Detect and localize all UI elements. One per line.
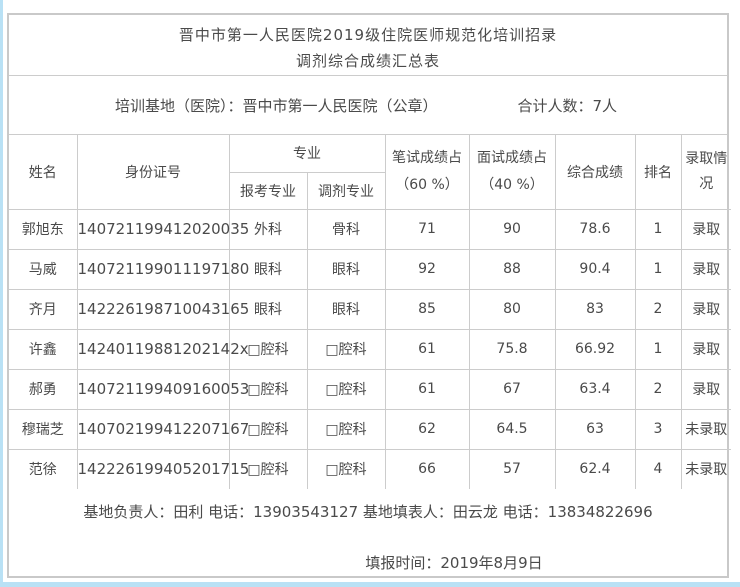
cell-rank: 4 (634, 448, 682, 490)
cell-rank: 1 (634, 208, 682, 250)
cell-id-number: 140721199412020035 (76, 208, 249, 250)
cell-comprehensive-score: 83 (554, 288, 636, 330)
table-row: 郭旭东 140721199412020035 外科 骨科 71 90 78.6 1 录取 (8, 208, 732, 250)
cell-adjusted-major: □腔科 (306, 408, 386, 450)
cell-admission-status: 未录取 (680, 408, 732, 450)
col-header-interview-score-line2: （40 %） (480, 176, 544, 193)
cell-rank: 1 (634, 248, 682, 290)
table-body: 郭旭东 140721199412020035 外科 骨科 71 90 78.6 1 录取 马威 14… (8, 208, 732, 490)
col-header-interview-score-line1: 面试成绩占 (477, 149, 547, 166)
cell-id-number: 142226198710043165 (76, 288, 249, 330)
cell-written-score: 71 (384, 208, 470, 250)
cell-id-number: 140721199409160053 (76, 368, 249, 410)
col-header-id-number: 身份证号 (76, 134, 230, 210)
footer-contacts: 基地负责人：田利 电话：13903543127 基地填表人：田云龙 电话：138… (83, 503, 653, 521)
cell-applied-major: □腔科 (228, 328, 308, 370)
score-table: 姓名 身份证号 专业 笔试成绩占 （60 %） 面试成绩占 （40 %） 综合成… (8, 134, 732, 490)
cell-admission-status: 录取 (680, 208, 732, 250)
cell-adjusted-major: 眼科 (306, 248, 386, 290)
left-blue-edge (0, 0, 3, 587)
cell-comprehensive-score: 78.6 (554, 208, 636, 250)
footer-report-date: 填报时间：2019年8月9日 (365, 554, 543, 572)
col-header-adjusted-major: 调剂专业 (306, 171, 386, 210)
cell-admission-status: 录取 (680, 368, 732, 410)
col-header-written-score-line2: （60 %） (395, 176, 459, 193)
cell-interview-score: 67 (468, 368, 556, 410)
cell-id-number: 140702199412207167 (76, 408, 249, 450)
training-base-label: 培训基地（医院）：晋中市第一人民医院（公章） (115, 96, 438, 115)
table-header: 姓名 身份证号 专业 笔试成绩占 （60 %） 面试成绩占 （40 %） 综合成… (8, 134, 732, 210)
cell-rank: 2 (634, 288, 682, 330)
cell-rank: 1 (634, 328, 682, 370)
cell-name: 许鑫 (8, 328, 78, 370)
cell-written-score: 85 (384, 288, 470, 330)
cell-written-score: 66 (384, 448, 470, 490)
cell-interview-score: 57 (468, 448, 556, 490)
cell-admission-status: 录取 (680, 248, 732, 290)
doc-title-line2: 调剂综合成绩汇总表 (295, 52, 440, 70)
cell-name: 郝勇 (8, 368, 78, 410)
col-header-interview-score: 面试成绩占 （40 %） (468, 134, 556, 210)
cell-comprehensive-score: 90.4 (554, 248, 636, 290)
info-row: 培训基地（医院）：晋中市第一人民医院（公章） 合计人数：7人 (9, 76, 727, 135)
col-header-comprehensive-score: 综合成绩 (554, 134, 636, 210)
col-header-written-score-line1: 笔试成绩占 (392, 149, 462, 166)
col-header-major-group: 专业 (228, 134, 386, 173)
cell-written-score: 61 (384, 368, 470, 410)
cell-id-number: 14240119881202142x (76, 328, 249, 370)
cell-applied-major: 外科 (228, 208, 308, 250)
cell-written-score: 62 (384, 408, 470, 450)
cell-name: 郭旭东 (8, 208, 78, 250)
col-header-written-score: 笔试成绩占 （60 %） (384, 134, 470, 210)
cell-name: 齐月 (8, 288, 78, 330)
cell-interview-score: 90 (468, 208, 556, 250)
col-header-rank: 排名 (634, 134, 682, 210)
cell-name: 马威 (8, 248, 78, 290)
cell-comprehensive-score: 63 (554, 408, 636, 450)
cell-adjusted-major: □腔科 (306, 368, 386, 410)
cell-admission-status: 录取 (680, 328, 732, 370)
doc-title-line1: 晋中市第一人民医院2019级住院医师规范化培训招录 (178, 26, 558, 44)
cell-adjusted-major: □腔科 (306, 328, 386, 370)
bottom-blue-edge (0, 582, 740, 587)
cell-rank: 2 (634, 368, 682, 410)
cell-name: 穆瑞芝 (8, 408, 78, 450)
cell-id-number: 142226199405201715 (76, 448, 249, 490)
col-header-admission-status: 录取情况 (680, 134, 732, 210)
table-row: 范徐 142226199405201715 □腔科 □腔科 66 57 62.4 4 未录取 (8, 448, 732, 490)
cell-interview-score: 64.5 (468, 408, 556, 450)
total-count-label: 合计人数：7人 (517, 96, 618, 115)
title-block: 晋中市第一人民医院2019级住院医师规范化培训招录 调剂综合成绩汇总表 (9, 15, 727, 76)
table-row: 穆瑞芝 140702199412207167 □腔科 □腔科 62 64.5 63 3 未录取 (8, 408, 732, 450)
cell-written-score: 61 (384, 328, 470, 370)
cell-id-number: 140721199011197180 (76, 248, 249, 290)
cell-rank: 3 (634, 408, 682, 450)
cell-interview-score: 88 (468, 248, 556, 290)
table-row: 许鑫 14240119881202142x □腔科 □腔科 61 75.8 66.92 1 录取 (8, 328, 732, 370)
col-header-applied-major: 报考专业 (228, 171, 308, 210)
cell-admission-status: 未录取 (680, 448, 732, 490)
cell-applied-major: □腔科 (228, 448, 308, 490)
table-row: 马威 140721199011197180 眼科 眼科 92 88 90.4 1 录取 (8, 248, 732, 290)
cell-interview-score: 75.8 (468, 328, 556, 370)
footer-block: 基地负责人：田利 电话：13903543127 基地填表人：田云龙 电话：138… (9, 489, 727, 576)
cell-applied-major: 眼科 (228, 248, 308, 290)
col-header-name: 姓名 (8, 134, 78, 210)
cell-comprehensive-score: 62.4 (554, 448, 636, 490)
cell-admission-status: 录取 (680, 288, 732, 330)
cell-comprehensive-score: 63.4 (554, 368, 636, 410)
cell-comprehensive-score: 66.92 (554, 328, 636, 370)
table-row: 齐月 142226198710043165 眼科 眼科 85 80 83 2 录取 (8, 288, 732, 330)
cell-adjusted-major: 眼科 (306, 288, 386, 330)
score-summary-sheet: 晋中市第一人民医院2019级住院医师规范化培训招录 调剂综合成绩汇总表 培训基地… (7, 13, 732, 578)
cell-name: 范徐 (8, 448, 78, 490)
cell-interview-score: 80 (468, 288, 556, 330)
cell-written-score: 92 (384, 248, 470, 290)
table-row: 郝勇 140721199409160053 □腔科 □腔科 61 67 63.4 2 录取 (8, 368, 732, 410)
cell-adjusted-major: 骨科 (306, 208, 386, 250)
cell-adjusted-major: □腔科 (306, 448, 386, 490)
